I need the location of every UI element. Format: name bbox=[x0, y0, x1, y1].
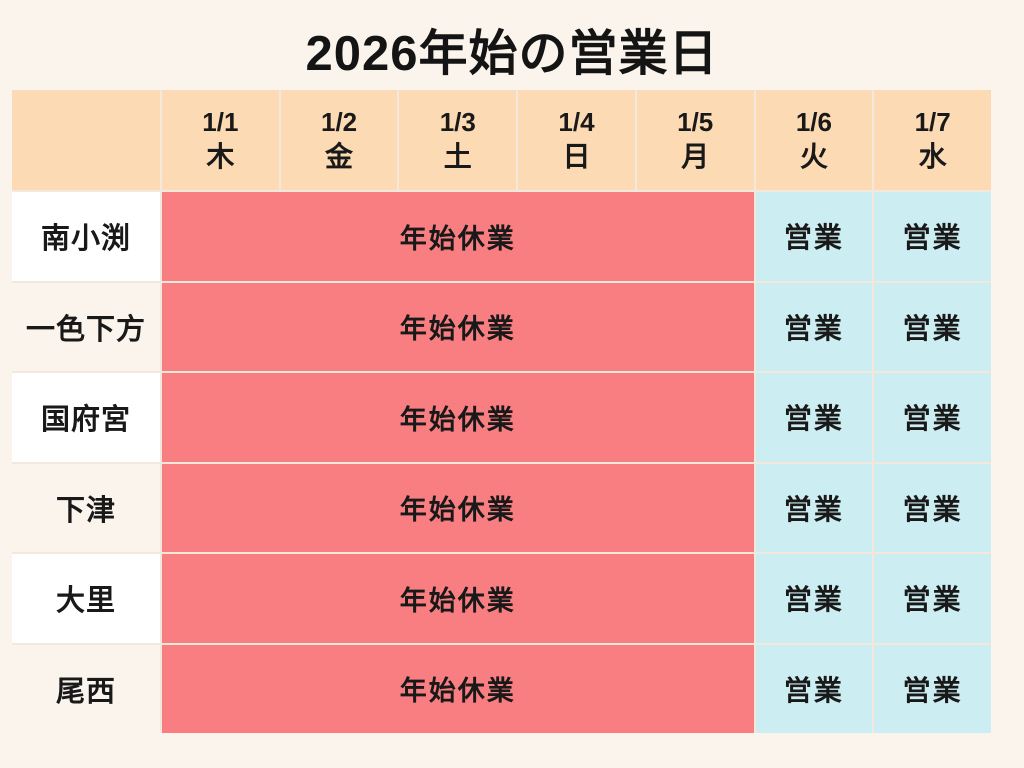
closed-span-cell: 年始休業 bbox=[162, 282, 754, 371]
header-date: 1/6 bbox=[795, 107, 832, 138]
page-title: 2026年始の営業日 bbox=[305, 27, 719, 81]
header-corner-cell bbox=[12, 90, 160, 190]
header-weekday: 水 bbox=[918, 140, 947, 172]
open-cell-1-7: 営業 bbox=[874, 282, 991, 371]
closed-span-cell: 年始休業 bbox=[162, 373, 754, 462]
header-date: 1/2 bbox=[320, 107, 358, 138]
open-cell-1-6: 営業 bbox=[755, 282, 873, 371]
row-label-konomiya: 国府宮 bbox=[12, 373, 160, 462]
row-label-bisai: 尾西 bbox=[12, 644, 160, 733]
header-weekday: 日 bbox=[562, 140, 591, 172]
open-cell-1-7: 営業 bbox=[874, 373, 991, 462]
header-date: 1/5 bbox=[677, 107, 714, 138]
header-date-cell-1-1: 1/1 木 bbox=[162, 90, 279, 190]
header-weekday: 木 bbox=[206, 140, 235, 172]
closed-span-cell: 年始休業 bbox=[162, 644, 754, 733]
header-date-cell-1-4: 1/4 日 bbox=[518, 90, 635, 190]
header-date-cell-1-3: 1/3 土 bbox=[399, 90, 517, 190]
row-label-shimotsu: 下津 bbox=[12, 463, 160, 552]
open-cell-1-6: 営業 bbox=[755, 192, 873, 281]
header-date-cell-1-7: 1/7 水 bbox=[874, 90, 991, 190]
open-cell-1-6: 営業 bbox=[755, 644, 873, 733]
open-cell-1-7: 営業 bbox=[874, 192, 991, 281]
header-weekday: 土 bbox=[443, 140, 472, 172]
row-label-minamikobuchi: 南小渕 bbox=[12, 192, 160, 281]
open-cell-1-7: 営業 bbox=[874, 644, 991, 733]
header-weekday: 月 bbox=[681, 140, 710, 172]
row-label-isshikishimogata: 一色下方 bbox=[12, 282, 160, 371]
open-cell-1-6: 営業 bbox=[755, 463, 873, 552]
open-cell-1-6: 営業 bbox=[755, 373, 873, 462]
row-label-osato: 大里 bbox=[12, 554, 160, 643]
header-date-cell-1-2: 1/2 金 bbox=[280, 90, 398, 190]
header-weekday: 火 bbox=[799, 140, 828, 172]
open-cell-1-6: 営業 bbox=[755, 554, 873, 643]
header-date: 1/4 bbox=[558, 107, 595, 138]
open-cell-1-7: 営業 bbox=[874, 463, 991, 552]
closed-span-cell: 年始休業 bbox=[162, 554, 754, 643]
header-date-cell-1-5: 1/5 月 bbox=[636, 90, 754, 190]
schedule-table: 1/1 木 1/2 金 1/3 土 1/4 日 1/5 月 1/6 火 1/7 … bbox=[12, 90, 991, 733]
closed-span-cell: 年始休業 bbox=[162, 192, 754, 281]
header-date: 1/7 bbox=[914, 107, 951, 138]
header-date: 1/1 bbox=[202, 107, 239, 138]
open-cell-1-7: 営業 bbox=[874, 554, 991, 643]
header-date: 1/3 bbox=[439, 107, 476, 138]
header-weekday: 金 bbox=[325, 140, 354, 172]
header-date-cell-1-6: 1/6 火 bbox=[755, 90, 873, 190]
closed-span-cell: 年始休業 bbox=[162, 463, 754, 552]
